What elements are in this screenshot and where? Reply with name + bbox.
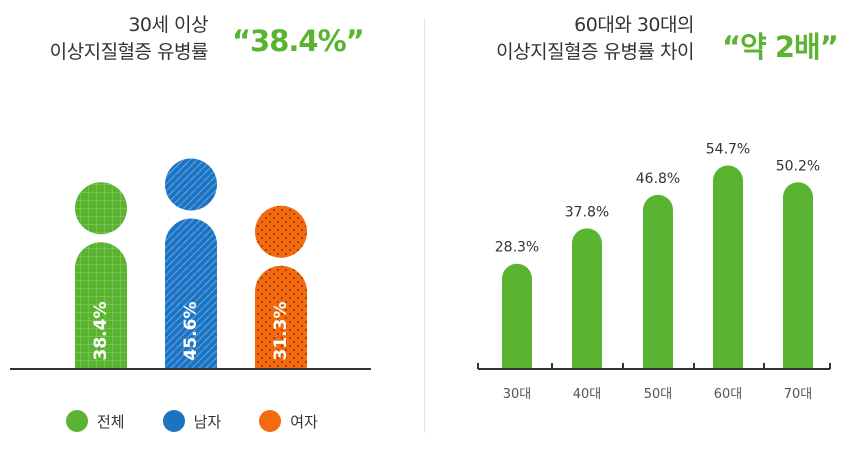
right-chart: 28.3% 30대 37.8% 40대 46.8% 50대 54.7% 60대 50.2% 70대 (477, 142, 831, 402)
age-tick-label-1: 40대 (573, 387, 602, 402)
bar-head-female (255, 205, 307, 258)
age-bar-1 (572, 228, 602, 369)
age-bar-4 (783, 182, 813, 369)
age-tick-label-4: 70대 (784, 387, 813, 402)
panel-divider (424, 18, 425, 433)
legend-label-male: 남자 (193, 412, 222, 431)
left-title-line2: 이상지질혈증 유병률 (49, 41, 209, 63)
legend-item-female: 여자 (259, 410, 318, 432)
right-title-line2: 이상지질혈증 유병률 차이 (496, 41, 694, 63)
bar-male (165, 218, 218, 369)
age-bar-value-3: 54.7% (706, 142, 750, 158)
bar-head-male (165, 158, 217, 211)
left-chart: 38.4% 45.6% 31.3% (10, 158, 371, 370)
right-highlight: “약 2배” (722, 30, 839, 64)
legend-swatch-male (162, 410, 185, 432)
age-bar-value-0: 28.3% (495, 240, 539, 256)
age-tick-label-0: 30대 (503, 387, 532, 402)
right-title: 60대와 30대의 이상지질혈증 유병률 차이 (496, 12, 694, 66)
bar-label-female: 31.3% (271, 302, 291, 361)
left-highlight: “38.4%” (232, 24, 365, 58)
left-panel: 30세 이상 이상지질혈증 유병률 “38.4%” 38.4% 45.6% 31.3… (10, 12, 371, 432)
bar-female (255, 265, 307, 369)
age-tick-label-3: 60대 (714, 387, 743, 402)
left-title-line1: 30세 이상 (128, 14, 208, 36)
age-bar-value-4: 50.2% (776, 158, 820, 174)
bar-head-total (75, 182, 127, 235)
legend-item-total: 전체 (66, 410, 125, 432)
right-panel: 60대와 30대의 이상지질혈증 유병률 차이 “약 2배” 28.3% 30대 3… (426, 0, 850, 449)
age-bar-value-2: 46.8% (636, 171, 680, 187)
legend-label-female: 여자 (290, 412, 318, 431)
bar-total (75, 242, 127, 369)
bar-label-male: 45.6% (181, 302, 201, 361)
legend-item-male: 남자 (162, 410, 222, 432)
legend-swatch-total (66, 410, 88, 432)
left-title: 30세 이상 이상지질혈증 유병률 (49, 12, 209, 66)
left-legend: 전체 남자 여자 (66, 410, 356, 432)
legend-label-total: 전체 (97, 412, 125, 431)
legend-swatch-female (259, 410, 282, 432)
age-bar-2 (643, 194, 673, 369)
bar-label-total: 38.4% (91, 302, 111, 361)
age-bar-value-1: 37.8% (565, 204, 609, 220)
right-title-line1: 60대와 30대의 (574, 14, 694, 36)
age-bar-0 (502, 263, 532, 369)
age-tick-label-2: 50대 (644, 387, 673, 402)
age-bar-3 (713, 165, 743, 369)
